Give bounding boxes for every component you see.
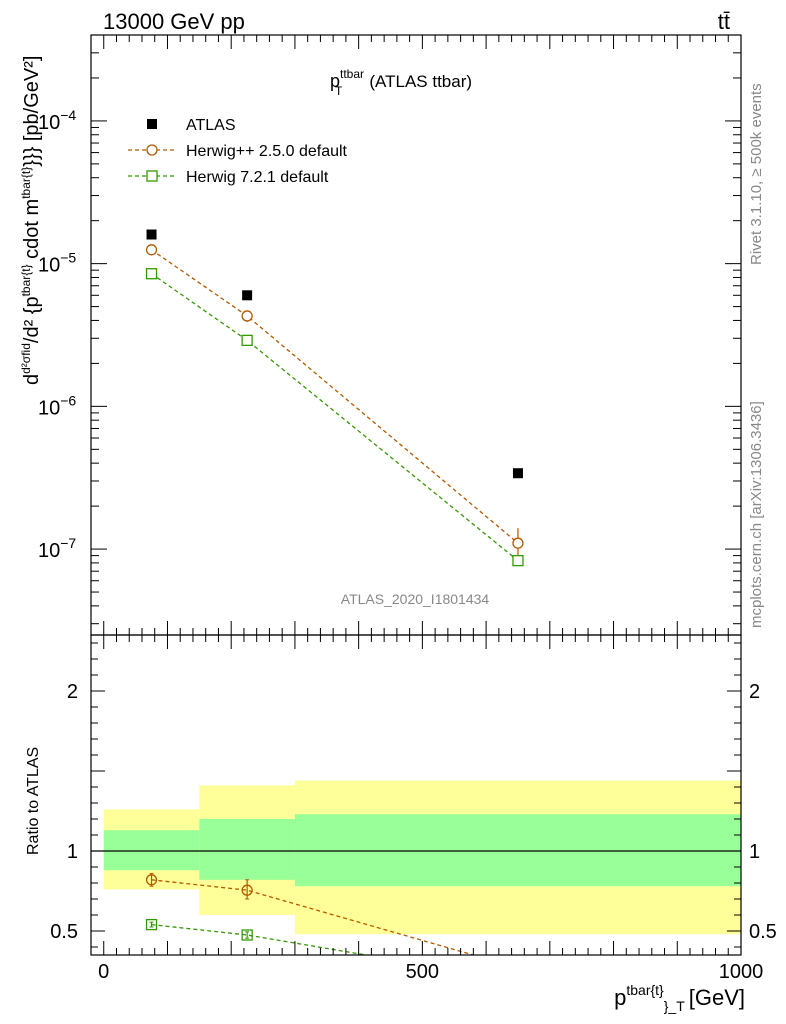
- uncertainty-band-inner: [103, 830, 200, 871]
- rivet-label: Rivet 3.1.10, ≥ 500k events: [748, 83, 765, 265]
- ratio-y-tick-label: 1: [67, 841, 78, 863]
- plot-title-rest: (ATLAS ttbar): [369, 72, 472, 91]
- legend-atlas-marker: [147, 119, 157, 129]
- ratio-y-tick-label: 2: [67, 681, 78, 703]
- data-point: [512, 537, 524, 549]
- series-line: [151, 273, 519, 562]
- process-label: tt̄: [718, 9, 730, 34]
- data-point: [242, 290, 253, 301]
- plot-title-sup: ttbar: [340, 67, 364, 81]
- plot-title-main: p: [330, 71, 340, 91]
- ratio-point: [513, 976, 523, 986]
- ratio-y-tick-label-right: 0.5: [749, 921, 777, 943]
- x-axis-label: ptbar{t}}_T [GeV]: [614, 982, 745, 1014]
- x-axis-label-main: p: [614, 985, 626, 1010]
- ratio-point: [241, 929, 253, 941]
- plot-title-sub: T: [335, 84, 343, 98]
- ratio-y-tick-label-right: 2: [749, 681, 760, 703]
- ratio-y-tick-label-right: 1: [749, 841, 760, 863]
- data-point: [241, 310, 253, 322]
- y-tick-label: 10−7: [38, 535, 76, 562]
- ratio-ylabel: Ratio to ATLAS: [25, 747, 42, 855]
- ratio-point: [145, 918, 158, 931]
- ratio-point: [513, 963, 523, 973]
- ratio-y-tick-label: 0.5: [50, 921, 78, 943]
- legend-herwigpp-label: Herwig++ 2.5.0 default: [186, 143, 348, 160]
- main-panel: 10−7 10−6 10−5 10−4 pttbar T (ATLAS ttbar) AT…: [19, 34, 742, 636]
- x-axis-label-sup: tbar{t}: [626, 982, 664, 998]
- series-line: [151, 249, 519, 544]
- legend: ATLAS Herwig++ 2.5.0 default Herwig 7.2.…: [128, 117, 348, 186]
- ratio-panel: 0.5 0.5 1 1 2 2 0 500 1000 Ratio to ATLAS ptbar{…: [25, 634, 777, 1014]
- data-point: [145, 244, 158, 256]
- data-point: [145, 268, 158, 280]
- data-point: [512, 554, 524, 567]
- y-tick-label: 10−5: [38, 250, 76, 277]
- x-tick-label: 1000: [719, 961, 764, 983]
- data-point: [512, 468, 523, 479]
- legend-atlas-label: ATLAS: [186, 117, 236, 134]
- y-tick-label: 10−6: [38, 392, 76, 419]
- mcplots-label: mcplots.cern.ch [arXiv:1306.3436]: [748, 401, 765, 628]
- ratio-point: [145, 874, 158, 886]
- ratio-frame: [90, 634, 742, 956]
- main-ylabel: dd²σfid/d² {ptbar{t} cdot mtbar{t}}}} [p…: [19, 56, 43, 385]
- energy-label: 13000 GeV pp: [103, 9, 245, 34]
- x-axis-label-sub: }_T: [664, 998, 685, 1014]
- data-point: [146, 229, 157, 240]
- uncertainty-band-inner: [199, 819, 295, 880]
- ratio-series-line: [151, 879, 476, 955]
- plot-title: pttbar T (ATLAS ttbar): [330, 67, 472, 98]
- legend-herwigpp-marker: [146, 144, 158, 156]
- y-tick-label: 10−4: [38, 107, 76, 134]
- legend-herwig7-label: Herwig 7.2.1 default: [186, 169, 329, 186]
- x-tick-label: 500: [406, 961, 439, 983]
- x-tick-label: 0: [98, 961, 109, 983]
- data-point: [241, 334, 253, 347]
- uncertainty-band-inner: [294, 814, 741, 887]
- ratio-point: [241, 884, 253, 896]
- legend-herwig7-marker: [146, 170, 158, 182]
- x-axis-label-unit: [GeV]: [689, 985, 745, 1010]
- analysis-label: ATLAS_2020_I1801434: [341, 591, 490, 607]
